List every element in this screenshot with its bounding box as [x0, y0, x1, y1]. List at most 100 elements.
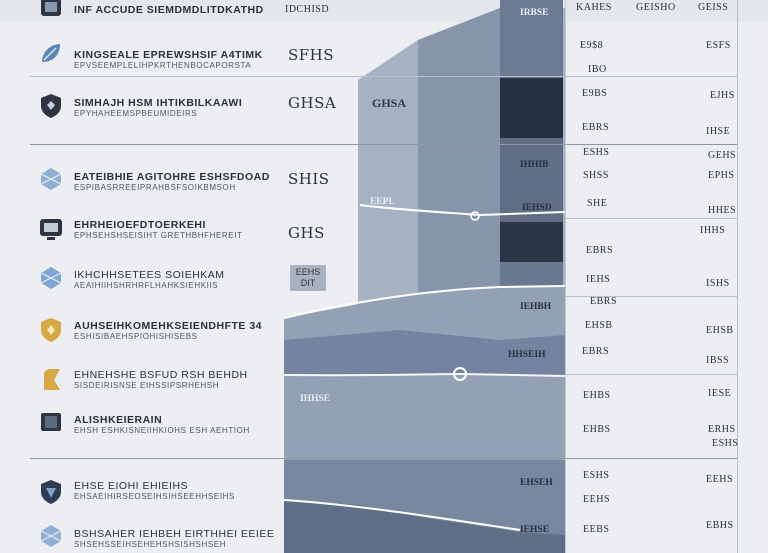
chart-tag: IRBSE [520, 8, 549, 18]
rule [30, 144, 738, 145]
row-1-value: SFHS [288, 46, 335, 64]
cell-a: SHE [587, 198, 608, 209]
row-1-sub: EPVSEEMPLELIHPKRTHENBOCAPORSTA [74, 61, 252, 70]
header-col-c: GEISS [698, 2, 729, 13]
shield-gold-icon [38, 366, 64, 394]
cell-c2: IBSS [706, 355, 730, 366]
header-logo-icon [38, 0, 64, 22]
row-5-title: IKHCHHSETEES SOIEHKAM [74, 269, 225, 281]
chart-label-7: HHSEIH [508, 350, 546, 360]
row-8-sub: EHSH ESHKISNEIIHKIOHS ESH AEHTIOH [74, 426, 250, 435]
cell-c: ESFS [706, 40, 731, 51]
cell-a: E9$8 [580, 40, 604, 51]
cell-c: GEHS [708, 150, 737, 161]
trend-line-2 [283, 285, 566, 319]
header-col-b: GEISHO [636, 2, 676, 13]
cell-a: EEHS [583, 494, 610, 505]
header-value-label: IDCHISD [285, 4, 330, 15]
chart-label-3: IHHIB [520, 160, 549, 170]
cell-a2: EBRS [582, 122, 610, 133]
chart-lower-dark [284, 330, 565, 375]
row-9-sub: EHSAEIHIRSEOSEIHSIHSEEHHSEIHS [74, 492, 235, 501]
cell-a2: EBRS [582, 346, 610, 357]
cell-c2: IHSE [706, 126, 731, 137]
chart-label-8: IHHSE [300, 394, 331, 404]
rule [565, 374, 738, 375]
cell-c2: IHHS [700, 225, 726, 236]
trend-marker-1 [470, 211, 480, 221]
trend-marker-2 [453, 367, 467, 381]
globe-icon [38, 522, 64, 550]
cell-a: EHBS [583, 424, 611, 435]
rule [30, 458, 738, 459]
cell-a2: EBRS [590, 296, 618, 307]
right-col-divider [565, 0, 566, 553]
cell-a2: EBRS [586, 245, 614, 256]
cell-a2: ESHS [583, 470, 610, 481]
row-6-sub: ESHISIBAEHSPIOHISHISEBS [74, 332, 198, 341]
row-4-title: EHRHEIOEFDTOERKEHI [74, 219, 206, 231]
cell-c: EBHS [706, 520, 734, 531]
chart-label-2: GHSA [372, 96, 407, 110]
cell-a2: ESHS [583, 147, 610, 158]
leaf-icon [38, 40, 64, 68]
cell-c: ERHS [708, 424, 736, 435]
row-5-sub: AEAIHIIHSHRHRFLHAHKSIEHKIIS [74, 281, 219, 290]
cell-a: E9BS [582, 88, 608, 99]
globe-icon [38, 165, 64, 193]
chart-dark-block-1 [500, 78, 563, 138]
cell-a: IEHS [586, 274, 611, 285]
globe-icon [38, 264, 64, 292]
cell-a: EHSB [585, 320, 613, 331]
chart-label-5: EEPL [370, 197, 395, 207]
row-3-sub: ESPIBASRREEIPRAHBSFSOIKBMSOH [74, 183, 236, 192]
cell-c2: ESHS [712, 438, 739, 449]
row-7-title: EHNEHSHE BSFUD RSH BEHDH [74, 369, 248, 381]
shield-gold-icon [38, 316, 64, 344]
row-3-title: EATEIBHIE AGITOHRE ESHSFDOAD [74, 171, 270, 183]
shield-icon [38, 92, 64, 120]
chart-badge: EEHS DIT [290, 265, 326, 291]
cell-c: ISHS [706, 278, 730, 289]
cell-a2: IBO [588, 64, 607, 75]
chart-label-9: EHSEH [520, 478, 553, 488]
row-3-value: SHIS [288, 170, 330, 188]
trend-line-1 [359, 204, 566, 217]
chart-mid-block-2 [500, 138, 563, 222]
header-band [0, 0, 768, 22]
cell-c2: EPHS [708, 170, 735, 181]
right-border [737, 0, 738, 553]
cell-c: EJHS [710, 90, 735, 101]
row-7-sub: SISDEIRISNSE EIHSSIPSRHEHSH [74, 381, 220, 390]
shield-icon [38, 478, 64, 506]
badge-line-1: EEHS [295, 267, 321, 277]
row-2-title: SIMHAJH HSM IHTIKBILKAAWI [74, 97, 243, 109]
cell-c: EEHS [706, 474, 733, 485]
row-10-sub: SHSEHSSEIHSEHEHSHSISHSHSEH [74, 540, 227, 549]
monitor-icon [38, 215, 64, 243]
cell-c: IESE [708, 388, 732, 399]
trend-line-4 [283, 499, 521, 531]
row-4-value: GHS [288, 224, 325, 242]
cell-a: EHBS [583, 390, 611, 401]
cell-a: SHSS [583, 170, 609, 181]
row-2-value: GHSA [288, 94, 337, 112]
rule [565, 218, 738, 219]
badge-line-2: DIT [300, 278, 316, 288]
row-8-title: ALISHKEIERAIN [74, 414, 163, 426]
row-1-title: KINGSEALE EPREWSHSIF A4TIMK [74, 49, 263, 61]
row-2-sub: EPYHAHEEMSPBEUMIDEIRS [74, 109, 198, 118]
rule [565, 296, 738, 297]
cell-c: EHSB [706, 325, 734, 336]
header-col-a: KAHES [576, 2, 612, 13]
chart-label-4: IEHSD [522, 203, 552, 213]
row-9-title: EHSE EIOHI EHIEIHS [74, 480, 189, 492]
cell-c: HHES [708, 205, 737, 216]
chart-mid-block-1 [500, 0, 563, 78]
row-6-title: AUHSEIHKOMEHKSEIENDHFTE 34 [74, 320, 263, 332]
monitor-icon [38, 409, 64, 437]
chart-label-6: IEHBH [520, 302, 552, 312]
row-4-sub: EPHSEHSHSEISIHT GRETHBHFHEREIT [74, 231, 243, 240]
chart-dark-block-2 [500, 222, 563, 262]
